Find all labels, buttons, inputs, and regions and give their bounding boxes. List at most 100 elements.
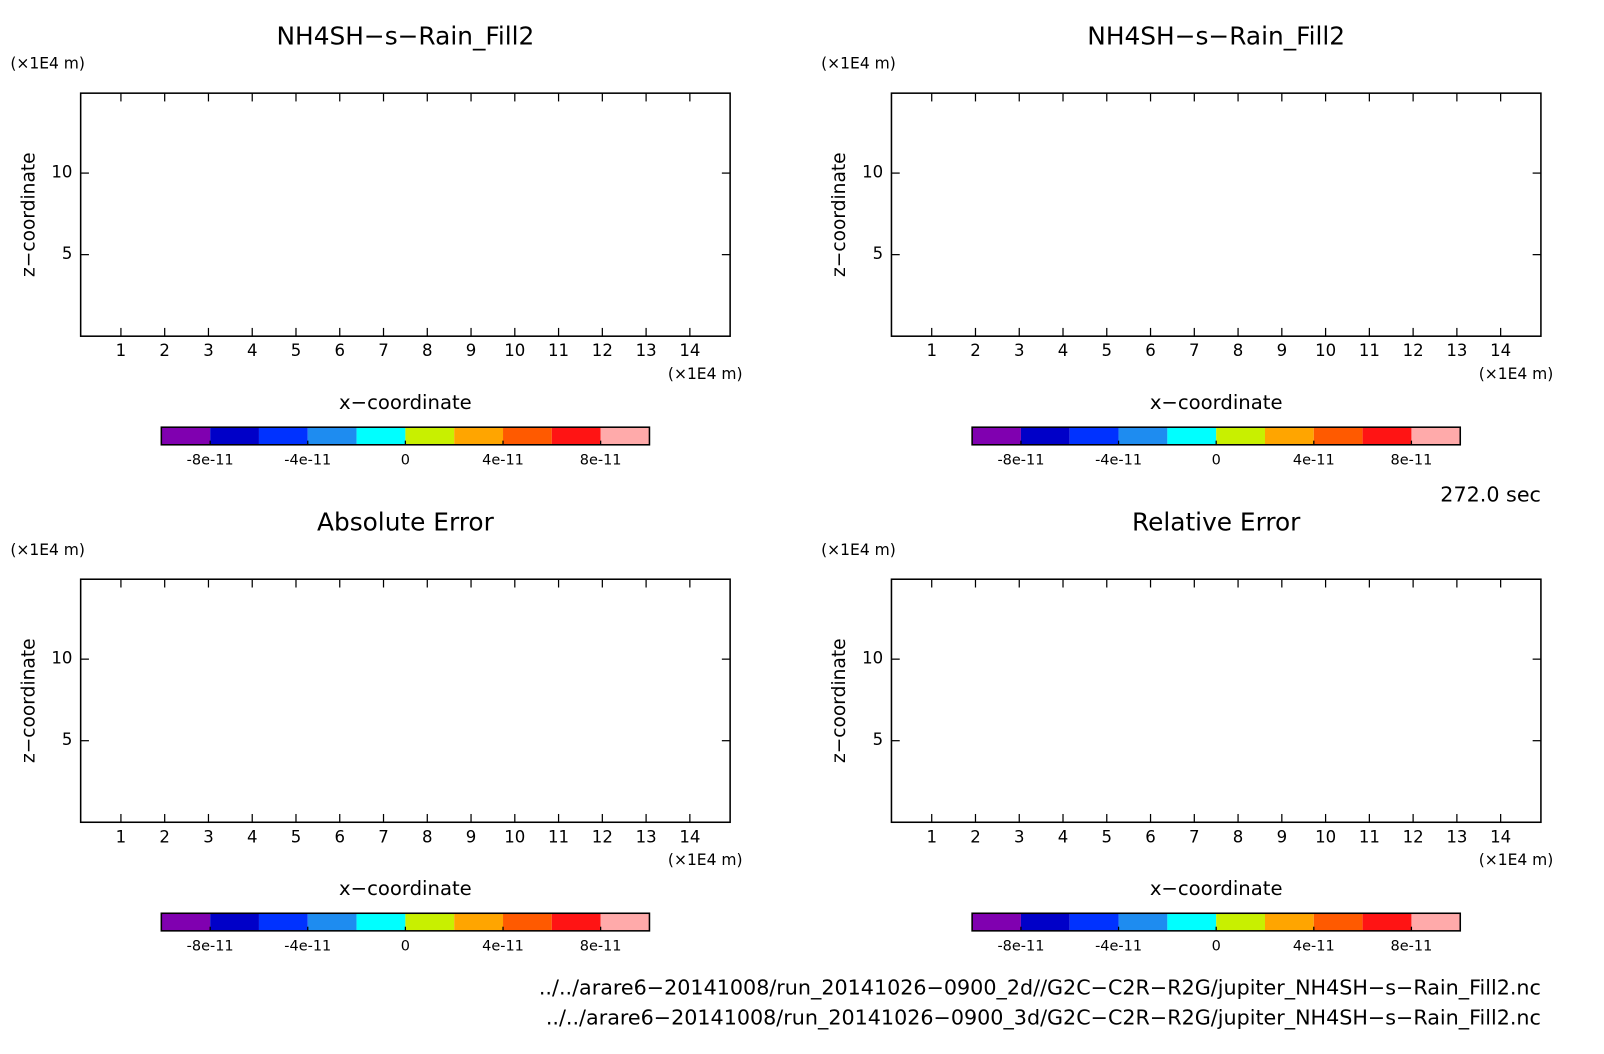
x-tick-label: 10 bbox=[504, 341, 525, 360]
chart-title: Absolute Error bbox=[317, 507, 495, 536]
x-tick-label: 8 bbox=[1233, 827, 1244, 846]
x-tick-label: 3 bbox=[203, 341, 214, 360]
x-tick-label: 4 bbox=[247, 341, 258, 360]
x-tick-label: 1 bbox=[116, 827, 127, 846]
x-tick-label: 7 bbox=[378, 827, 389, 846]
colorbar-swatch bbox=[1167, 427, 1217, 445]
x-tick-label: 9 bbox=[466, 827, 477, 846]
colorbar-swatch bbox=[972, 913, 1021, 931]
y-tick-label: 5 bbox=[873, 730, 884, 749]
colorbar-swatch bbox=[1020, 427, 1070, 445]
plot-frame bbox=[79, 92, 731, 337]
y-unit: (×1E4 m) bbox=[821, 541, 896, 559]
x-tick-label: 11 bbox=[548, 827, 569, 846]
colorbar-tick-label: 4e-11 bbox=[482, 938, 524, 954]
colorbar-swatch bbox=[1069, 427, 1119, 445]
x-tick-label: 6 bbox=[1145, 827, 1156, 846]
x-tick-label: 10 bbox=[1315, 827, 1336, 846]
colorbar-swatch bbox=[1118, 427, 1168, 445]
x-tick-label: 2 bbox=[159, 827, 170, 846]
x-unit: (×1E4 m) bbox=[1479, 851, 1554, 869]
x-tick-label: 10 bbox=[504, 827, 525, 846]
y-label: z−coordinate bbox=[18, 638, 39, 763]
x-unit: (×1E4 m) bbox=[1479, 365, 1554, 383]
colorbar-tick-label: -4e-11 bbox=[1095, 452, 1142, 468]
x-tick-label: 8 bbox=[1233, 341, 1244, 360]
colorbar-swatch bbox=[1264, 427, 1314, 445]
x-tick-label: 11 bbox=[1359, 341, 1380, 360]
x-tick-label: 1 bbox=[116, 341, 127, 360]
colorbar-swatch bbox=[161, 427, 211, 445]
x-tick-label: 7 bbox=[1189, 341, 1200, 360]
colorbar-tick-label: -8e-11 bbox=[187, 452, 234, 468]
x-tick-label: 6 bbox=[334, 341, 345, 360]
x-tick-label: 3 bbox=[203, 827, 214, 846]
x-tick-label: 3 bbox=[1014, 827, 1025, 846]
x-tick-label: 9 bbox=[1277, 341, 1288, 360]
colorbar-swatch bbox=[1411, 427, 1461, 445]
colorbar-tick-label: -8e-11 bbox=[997, 452, 1044, 468]
x-tick-label: 14 bbox=[679, 341, 700, 360]
colorbar-swatch bbox=[551, 427, 601, 445]
x-tick-label: 13 bbox=[1446, 341, 1467, 360]
colorbar-tick-label: 0 bbox=[1212, 452, 1221, 468]
colorbar-swatch bbox=[258, 913, 308, 931]
x-tick-label: 1 bbox=[926, 827, 937, 846]
x-tick-label: 1 bbox=[926, 341, 937, 360]
colorbar-swatch bbox=[454, 913, 504, 931]
colorbar-swatch bbox=[503, 913, 552, 931]
colorbar-tick-label: 0 bbox=[401, 938, 410, 954]
y-tick-label: 10 bbox=[862, 649, 883, 668]
x-tick-label: 12 bbox=[1403, 341, 1424, 360]
x-tick-label: 6 bbox=[334, 827, 345, 846]
y-tick-label: 10 bbox=[51, 163, 72, 182]
colorbar-swatch bbox=[503, 427, 552, 445]
x-tick-label: 4 bbox=[1058, 341, 1069, 360]
colorbar-tick-label: -8e-11 bbox=[187, 938, 234, 954]
x-tick-label: 14 bbox=[679, 827, 700, 846]
x-tick-label: 14 bbox=[1490, 341, 1511, 360]
x-tick-label: 12 bbox=[592, 827, 613, 846]
x-tick-label: 2 bbox=[970, 827, 981, 846]
x-label: x−coordinate bbox=[1150, 391, 1283, 414]
colorbar-swatch bbox=[258, 427, 308, 445]
chart-title: Relative Error bbox=[1132, 507, 1301, 536]
colorbar-swatch bbox=[1216, 913, 1265, 931]
x-tick-label: 8 bbox=[422, 827, 433, 846]
plot-frame bbox=[79, 578, 731, 824]
colorbar-swatch bbox=[1216, 427, 1265, 445]
x-tick-label: 4 bbox=[1058, 827, 1069, 846]
colorbar-swatch bbox=[1411, 913, 1461, 931]
file-path: ../../arare6−20141008/run_20141026−0900_… bbox=[539, 976, 1541, 1001]
y-unit: (×1E4 m) bbox=[821, 55, 896, 73]
y-tick-label: 5 bbox=[873, 244, 884, 263]
colorbar-tick-label: -4e-11 bbox=[284, 452, 331, 468]
x-tick-label: 6 bbox=[1145, 341, 1156, 360]
colorbar-tick-label: -8e-11 bbox=[997, 938, 1044, 954]
colorbar-swatch bbox=[161, 913, 211, 931]
chart-title: NH4SH−s−Rain_Fill2 bbox=[1087, 21, 1345, 50]
colorbar-swatch bbox=[356, 913, 406, 931]
colorbar-swatch bbox=[1313, 913, 1363, 931]
colorbar-swatch bbox=[405, 913, 455, 931]
x-unit: (×1E4 m) bbox=[668, 851, 743, 869]
x-label: x−coordinate bbox=[339, 877, 472, 900]
colorbar-swatch bbox=[210, 913, 259, 931]
colorbar-tick-label: 0 bbox=[1212, 938, 1221, 954]
plot-frame bbox=[890, 578, 1542, 824]
colorbar-swatch bbox=[1362, 913, 1412, 931]
x-tick-label: 9 bbox=[1277, 827, 1288, 846]
colorbar-swatch bbox=[1167, 913, 1217, 931]
colorbar-swatch bbox=[405, 427, 455, 445]
y-tick-label: 5 bbox=[62, 730, 73, 749]
x-label: x−coordinate bbox=[339, 391, 472, 414]
colorbar-tick-label: 0 bbox=[401, 452, 410, 468]
colorbar-swatch bbox=[1020, 913, 1070, 931]
colorbar-tick-label: 8e-11 bbox=[580, 938, 622, 954]
colorbar-swatch bbox=[600, 913, 650, 931]
colorbar-swatch bbox=[972, 427, 1021, 445]
plot-frame bbox=[890, 92, 1542, 337]
x-tick-label: 5 bbox=[1102, 827, 1113, 846]
y-tick-label: 10 bbox=[862, 163, 883, 182]
